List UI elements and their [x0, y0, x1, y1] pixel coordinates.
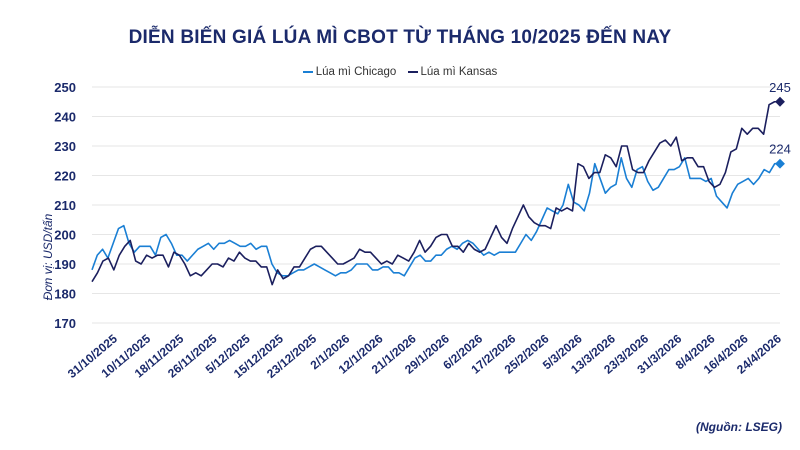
y-tick-label: 230 — [54, 139, 76, 154]
y-tick-label: 220 — [54, 169, 76, 184]
y-tick-label: 200 — [54, 228, 76, 243]
end-marker-chicago — [775, 158, 785, 169]
chart-title: DIỄN BIẾN GIÁ LÚA MÌ CBOT TỪ THÁNG 10/20… — [128, 27, 672, 48]
legend-label-kansas: Lúa mì Kansas — [420, 66, 498, 78]
y-tick-label: 190 — [54, 257, 76, 272]
y-tick-label: 210 — [54, 198, 76, 213]
legend-swatch-chicago — [302, 71, 313, 73]
y-tick-label: 240 — [54, 110, 76, 125]
y-tick-label: 250 — [54, 80, 76, 95]
legend-swatch-kansas — [407, 71, 418, 73]
y-tick-label: 170 — [54, 316, 76, 331]
series-line-kansas — [91, 100, 780, 286]
legend: Lúa mì Chicago Lúa mì Kansas — [0, 64, 800, 78]
source-note: (Nguồn: LSEG) — [696, 420, 782, 434]
legend-item-kansas: Lúa mì Kansas — [407, 66, 498, 78]
end-marker-kansas — [775, 96, 785, 107]
legend-label-chicago: Lúa mì Chicago — [315, 66, 397, 78]
legend-item-chicago: Lúa mì Chicago — [302, 66, 397, 78]
series-line-chicago — [91, 157, 780, 277]
end-value-label: 245 — [769, 80, 791, 95]
end-value-label: 224 — [769, 142, 791, 157]
y-tick-label: 180 — [54, 287, 76, 302]
